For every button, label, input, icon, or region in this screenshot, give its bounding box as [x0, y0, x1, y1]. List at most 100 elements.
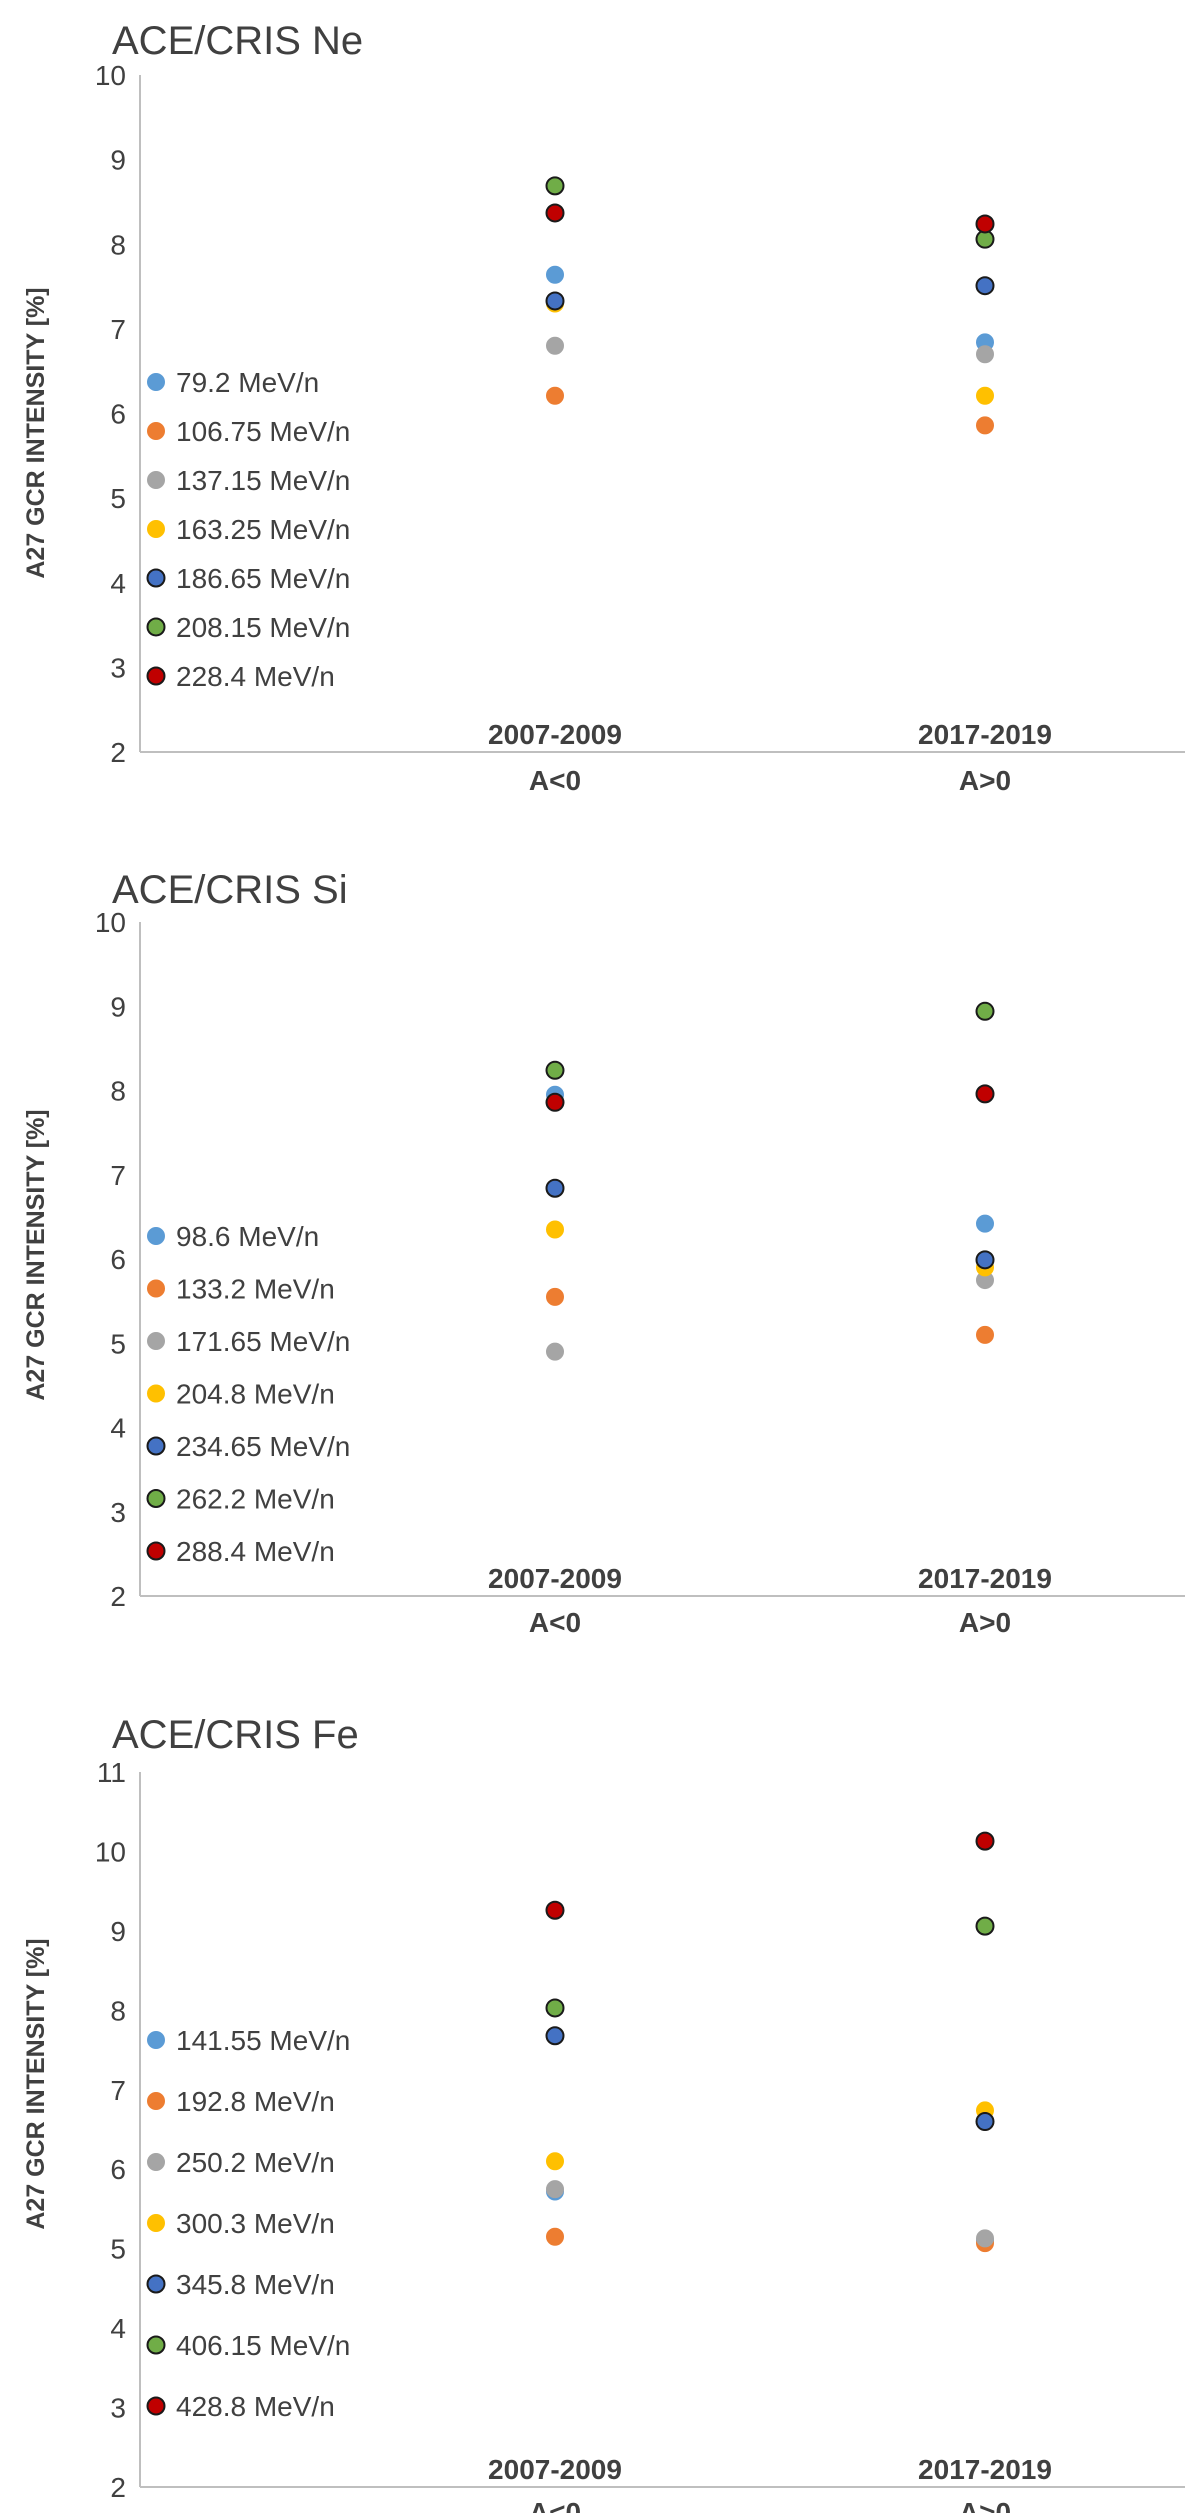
data-point [976, 1214, 994, 1233]
x-category-label: 2017-2019 [918, 1563, 1052, 1594]
legend-label: 133.2 MeV/n [176, 1274, 335, 1305]
chart-panel-ne: ACE/CRIS Ne A27 GCR INTENSITY [%] 234567… [22, 19, 1185, 796]
y-tick-label: 9 [110, 1916, 126, 1947]
legend-label: 141.55 MeV/n [176, 2025, 350, 2056]
data-points [545, 1001, 995, 1361]
legend: 141.55 MeV/n 192.8 MeV/n 250.2 MeV/n 300.3 … [146, 2025, 350, 2422]
legend: 98.6 MeV/n 133.2 MeV/n 171.65 MeV/n 204.8 M… [146, 1221, 350, 1567]
chart-panel-fe: ACE/CRIS Fe A27 GCR INTENSITY [%] 2 3 4 5 6 7… [22, 1713, 1185, 2513]
y-tick-label: 7 [110, 1160, 126, 1191]
legend-label: 288.4 MeV/n [176, 1536, 335, 1567]
data-point [975, 214, 995, 234]
y-tick-label: 9 [110, 145, 126, 176]
legend-marker [146, 1489, 166, 1508]
data-point [976, 1325, 994, 1344]
data-point [545, 1900, 565, 1920]
legend-marker [147, 1332, 165, 1350]
y-tick-label: 5 [110, 483, 126, 514]
data-point [545, 1178, 565, 1198]
data-point [976, 416, 994, 435]
x-sub-label: A>0 [959, 765, 1011, 796]
category-labels: 2007-2009 A<0 2017-2019 A>0 [488, 1563, 1052, 1638]
data-point [975, 276, 995, 296]
y-tick-label: 4 [110, 1413, 126, 1444]
x-sub-label: A<0 [529, 2497, 581, 2513]
data-point [546, 386, 564, 405]
legend-marker [146, 2396, 166, 2416]
y-tick-label: 2 [110, 1581, 126, 1612]
y-tick-label: 7 [110, 314, 126, 345]
data-point [975, 1250, 995, 1270]
x-category-label: 2007-2009 [488, 1563, 622, 1594]
axes [139, 1772, 1185, 2488]
x-category-label: 2017-2019 [918, 2454, 1052, 2485]
legend-marker [147, 1227, 165, 1245]
data-point [546, 1287, 564, 1306]
legend-marker [147, 2214, 165, 2232]
legend-label: 171.65 MeV/n [176, 1326, 350, 1357]
y-tick-label: 6 [110, 399, 126, 430]
legend-marker [147, 373, 165, 391]
legend-label: 234.65 MeV/n [176, 1431, 350, 1462]
chart-title: ACE/CRIS Ne [112, 19, 363, 63]
y-tick-label: 2 [110, 737, 126, 768]
y-tick-label: 4 [110, 568, 126, 599]
x-category-label: 2007-2009 [488, 2454, 622, 2485]
legend: 79.2 MeV/n 106.75 MeV/n 137.15 MeV/n 163.25… [146, 367, 350, 692]
legend-marker [146, 2274, 166, 2294]
data-point [975, 2112, 995, 2132]
data-point [976, 345, 994, 364]
data-point [546, 265, 564, 284]
legend-label: 137.15 MeV/n [176, 465, 350, 496]
y-tick-label: 11 [97, 1757, 126, 1788]
legend-marker [146, 1541, 166, 1561]
y-tick-label: 4 [110, 2313, 126, 2344]
data-point [975, 1084, 995, 1104]
chart-title: ACE/CRIS Fe [112, 1713, 359, 1757]
y-tick-label: 5 [110, 1328, 126, 1359]
data-point [546, 1342, 564, 1361]
data-points [545, 1831, 995, 2253]
legend-marker [147, 520, 165, 538]
y-tick-label: 5 [110, 2234, 126, 2265]
y-axis-label: A27 GCR INTENSITY [%] [22, 287, 50, 578]
y-axis-ticks: 2 3 4 5 6 7 8 9 10 [95, 60, 126, 768]
y-tick-label: 8 [110, 229, 126, 260]
category-labels: 2007-2009 A<0 2017-2019 A>0 [488, 719, 1052, 796]
y-tick-label: 3 [110, 2393, 126, 2424]
x-sub-label: A<0 [529, 765, 581, 796]
data-points [545, 176, 995, 435]
data-point [545, 1092, 565, 1112]
y-tick-label: 9 [110, 991, 126, 1022]
legend-label: 300.3 MeV/n [176, 2208, 335, 2239]
legend-label: 204.8 MeV/n [176, 1379, 335, 1410]
chart-panel-si: ACE/CRIS Si A27 GCR INTENSITY [%] 2 3 4 5 6 7… [22, 868, 1185, 1638]
y-axis-ticks: 2 3 4 5 6 7 8 9 10 11 [95, 1757, 126, 2503]
legend-marker [147, 1384, 165, 1403]
legend-marker [146, 666, 166, 686]
data-point [975, 1831, 995, 1851]
x-sub-label: A<0 [529, 1607, 581, 1638]
legend-label: 98.6 MeV/n [176, 1221, 319, 1252]
legend-label: 79.2 MeV/n [176, 367, 319, 398]
category-labels: 2007-2009 A<0 2017-2019 A>0 [488, 2454, 1052, 2513]
legend-marker [147, 2031, 165, 2049]
legend-label: 186.65 MeV/n [176, 563, 350, 594]
y-tick-label: 8 [110, 1995, 126, 2026]
data-point [545, 291, 565, 311]
axes [139, 75, 1185, 753]
legend-marker [146, 1436, 166, 1456]
data-point [975, 1001, 995, 1021]
legend-label: 208.15 MeV/n [176, 612, 350, 643]
legend-label: 106.75 MeV/n [176, 416, 350, 447]
legend-marker [146, 617, 166, 637]
data-point [545, 2026, 565, 2046]
data-point [545, 203, 565, 223]
legend-marker [146, 568, 166, 588]
y-axis-label: A27 GCR INTENSITY [%] [22, 1109, 50, 1400]
legend-marker [147, 471, 165, 489]
y-tick-label: 10 [95, 907, 126, 938]
data-point [546, 336, 564, 355]
legend-marker [147, 1279, 165, 1298]
